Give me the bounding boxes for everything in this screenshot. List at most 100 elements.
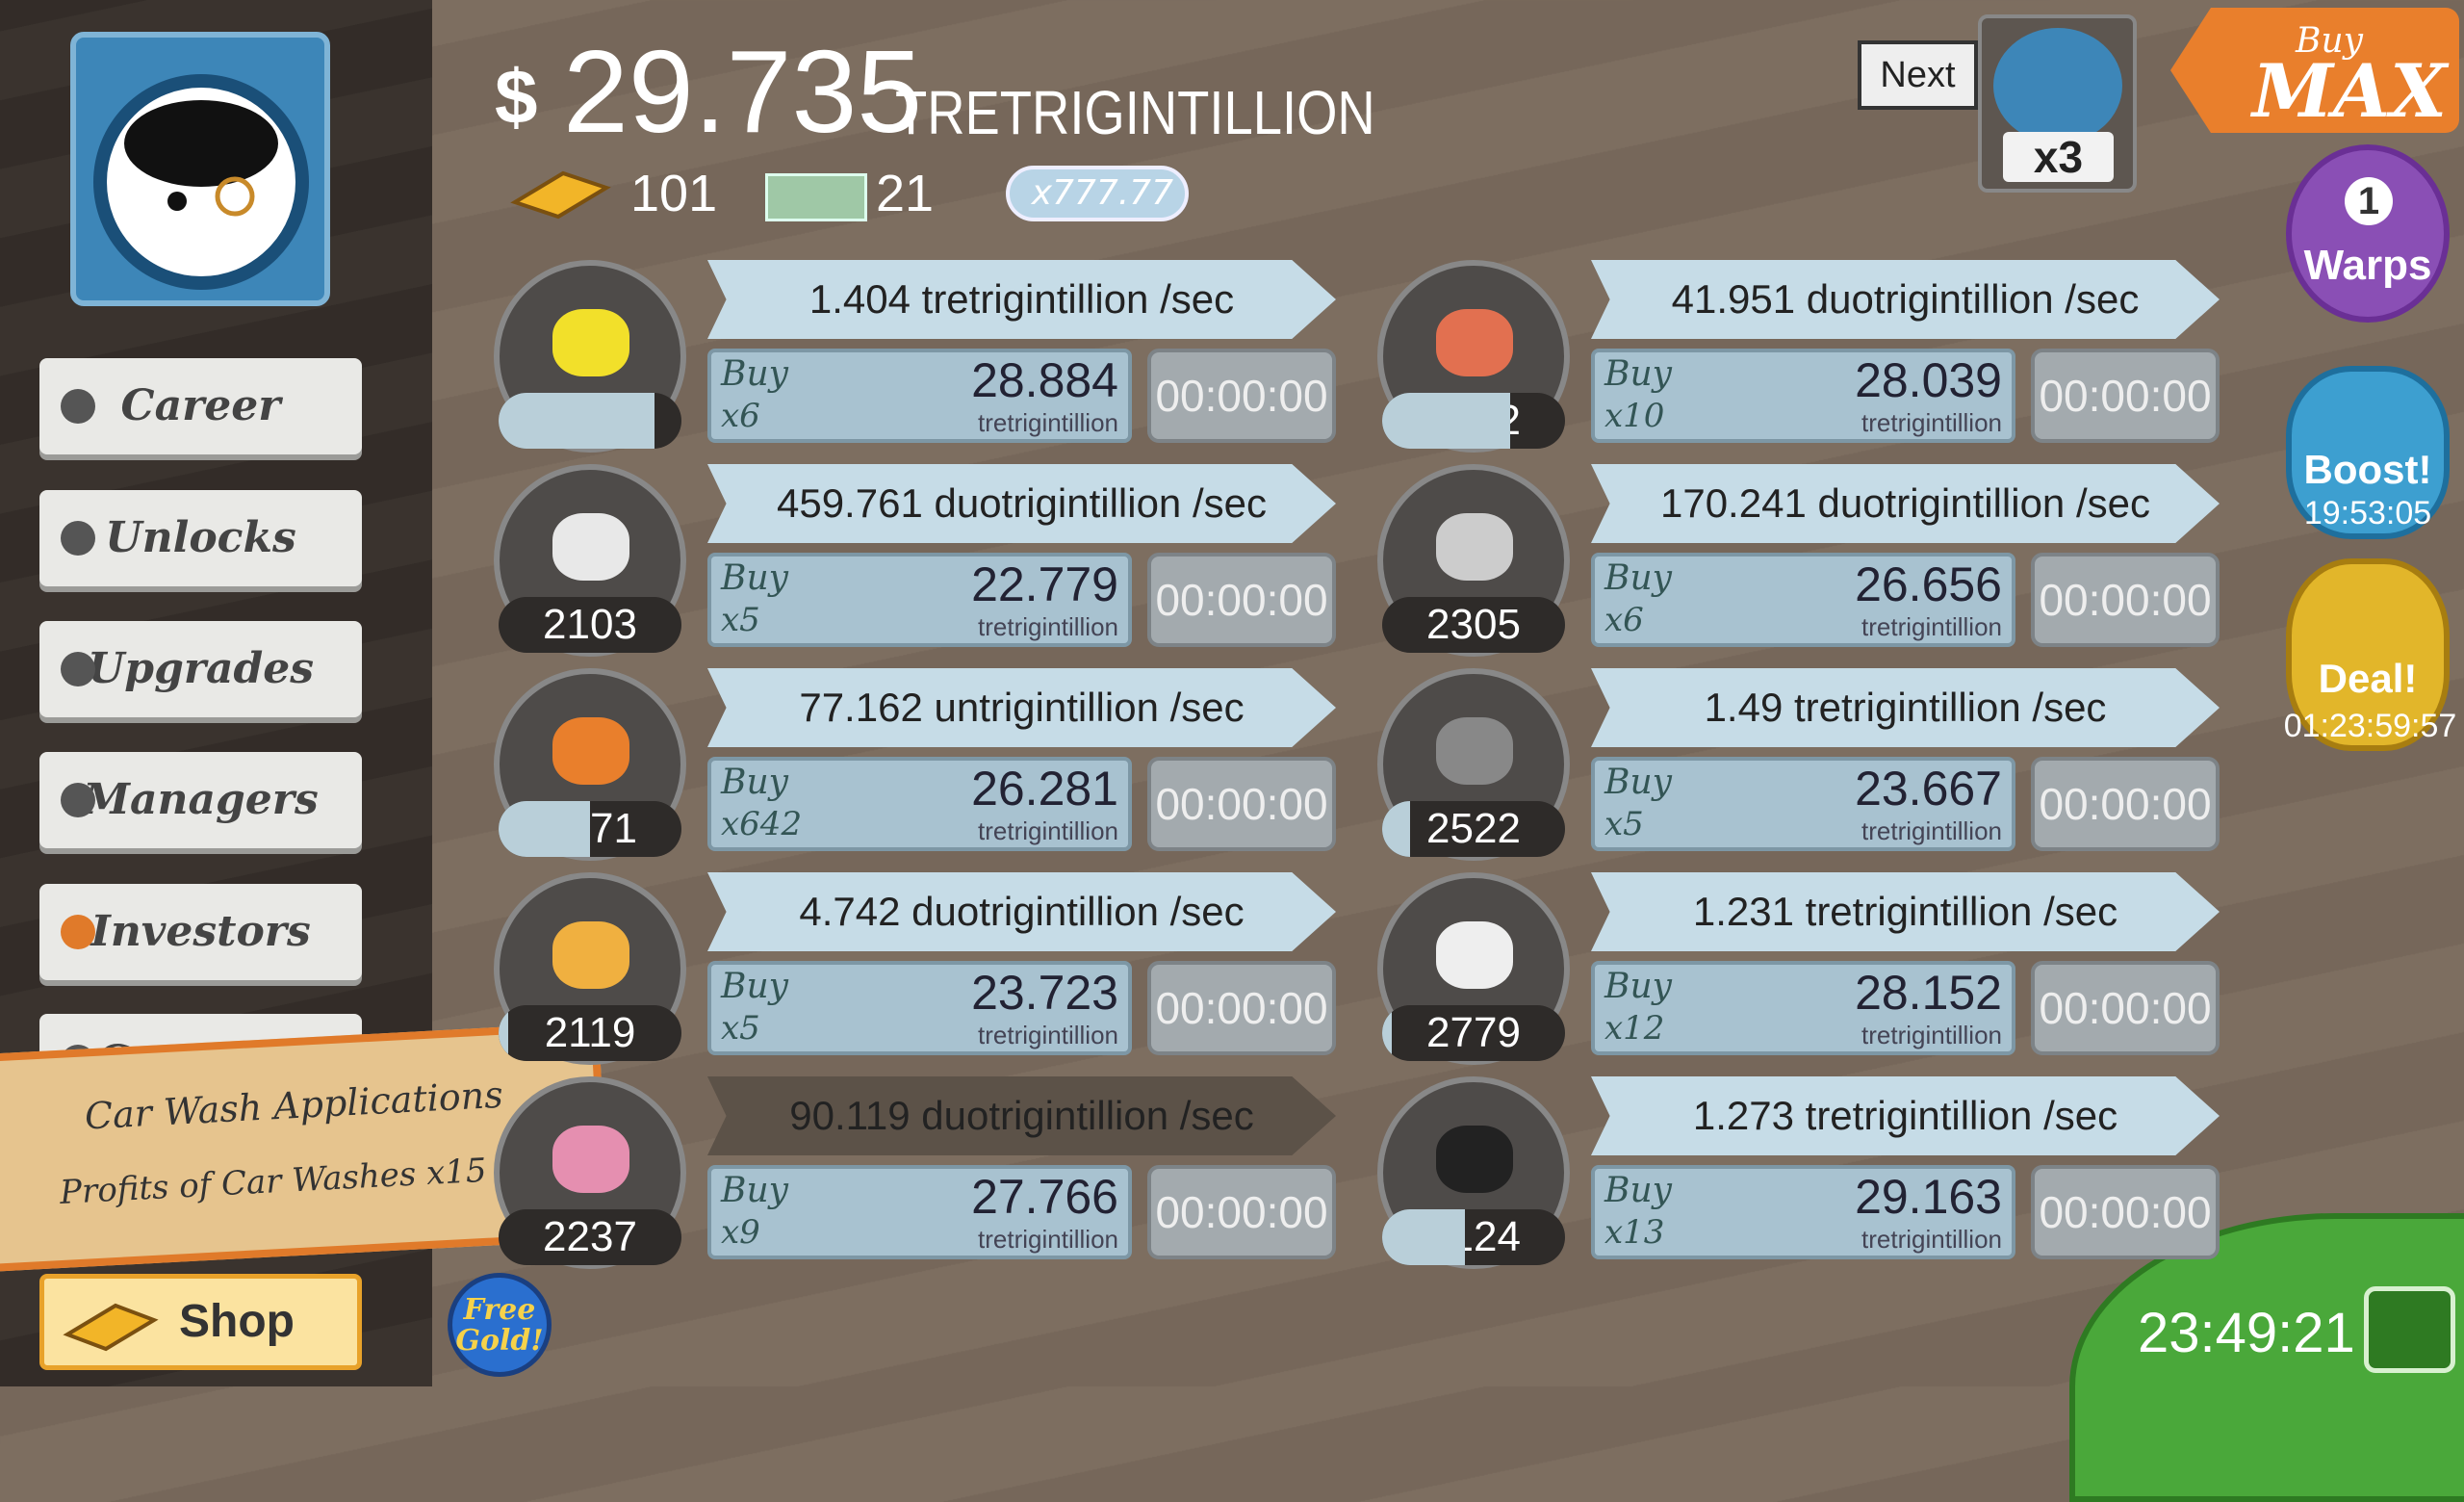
menu-button[interactable]: Career [39, 358, 362, 454]
business-art [1436, 717, 1513, 785]
gold-icon [510, 170, 611, 220]
buy-cost-unit: tretrigintillion [1861, 816, 2002, 845]
progress-fill [1382, 1005, 1392, 1061]
currency-symbol: $ [495, 54, 538, 140]
menu-label: Investors [90, 907, 311, 956]
revenue-banner[interactable]: 41.951 duotrigintillion /sec [1591, 260, 2220, 339]
unlock-icon [1993, 28, 2122, 143]
timer: 00:00:00 [2031, 961, 2220, 1055]
warps-button[interactable]: 1 Warps [2286, 144, 2450, 323]
revenue-banner[interactable]: 1.231 tretrigintillion /sec [1591, 872, 2220, 951]
unlock-multiplier: x3 [2003, 132, 2114, 182]
buy-button[interactable]: Buy x5 23.723 tretrigintillion [707, 961, 1132, 1055]
timer: 00:00:00 [1147, 553, 1336, 647]
owned-count: 3124 [1382, 1209, 1565, 1265]
buy-label: Buy [721, 1171, 788, 1210]
menu-button[interactable]: Investors [39, 884, 362, 980]
buy-label: Buy [1604, 763, 1672, 802]
business-art [1436, 513, 1513, 581]
shop-button[interactable]: Shop [39, 1274, 362, 1370]
buy-label: Buy [1604, 354, 1672, 394]
menu-indicator [61, 389, 95, 424]
revenue-banner[interactable]: 4.742 duotrigintillion /sec [707, 872, 1336, 951]
revenue-banner[interactable]: 1.404 tretrigintillion /sec [707, 260, 1336, 339]
free-gold-button[interactable]: Free Gold! [448, 1273, 552, 1377]
avatar[interactable] [70, 32, 330, 306]
buy-cost-unit: tretrigintillion [978, 408, 1118, 437]
owned-count: 1471 [499, 801, 681, 857]
progress-fill [499, 801, 590, 857]
buy-button[interactable]: Buy x5 22.779 tretrigintillion [707, 553, 1132, 647]
buy-cost-unit: tretrigintillion [978, 1021, 1118, 1049]
buy-button[interactable]: Buy x9 27.766 tretrigintillion [707, 1165, 1132, 1259]
buy-cost-unit: tretrigintillion [1861, 612, 2002, 641]
menu-indicator [61, 652, 95, 686]
owned-count-text: 2103 [543, 601, 637, 648]
money-amount: 29.735 [563, 26, 923, 157]
revenue-banner[interactable]: 77.162 untrigintillion /sec [707, 668, 1336, 747]
timer: 00:00:00 [1147, 349, 1336, 443]
next-unlock[interactable]: x3 [1978, 14, 2137, 193]
popup-text: Profits of Car Washes x15 [59, 1151, 488, 1212]
owned-count: 2272 [1382, 393, 1565, 449]
gold-icon [63, 1303, 159, 1352]
owned-count: 2119 [499, 1005, 681, 1061]
buy-button[interactable]: Buy x6 28.884 tretrigintillion [707, 349, 1132, 443]
buy-cost: 26.281 [971, 762, 1118, 816]
boost-timer: 19:53:05 [2303, 495, 2432, 531]
buy-multiplier: x9 [721, 1213, 760, 1252]
menu-indicator [61, 783, 95, 817]
buy-label: Buy [1604, 1171, 1672, 1210]
menu-label: Upgrades [87, 644, 315, 693]
business-art [552, 309, 629, 376]
deal-button[interactable]: Deal! [2286, 558, 2450, 751]
owned-count-text: 2119 [544, 1009, 636, 1056]
menu-button[interactable]: Managers [39, 752, 362, 848]
megabucks-icon [765, 173, 867, 221]
owned-count: 3474 [499, 393, 681, 449]
revenue-banner[interactable]: 459.761 duotrigintillion /sec [707, 464, 1336, 543]
megabucks-count: 21 [876, 165, 935, 222]
revenue-banner[interactable]: 1.49 tretrigintillion /sec [1591, 668, 2220, 747]
buy-button[interactable]: Buy x12 28.152 tretrigintillion [1591, 961, 2015, 1055]
buy-multiplier: x5 [721, 601, 760, 639]
buy-button[interactable]: Buy x642 26.281 tretrigintillion [707, 757, 1132, 851]
menu-button[interactable]: Upgrades [39, 621, 362, 717]
revenue-banner[interactable]: 90.119 duotrigintillion /sec [707, 1076, 1336, 1155]
buy-multiplier: x12 [1604, 1009, 1665, 1048]
owned-count: 2779 [1382, 1005, 1565, 1061]
business-art [552, 921, 629, 989]
timer: 00:00:00 [1147, 1165, 1336, 1259]
boost-label: Boost! [2303, 447, 2432, 492]
buy-multiplier: x5 [1604, 805, 1644, 843]
timer: 00:00:00 [2031, 1165, 2220, 1259]
buy-multiplier: x642 [721, 805, 803, 843]
boost-button[interactable]: Boost! 19:53:05 [2286, 366, 2450, 539]
buy-cost: 23.723 [971, 966, 1118, 1020]
buy-label: Buy [721, 558, 788, 598]
menu-button[interactable]: Unlocks [39, 490, 362, 586]
owned-count-text: 2522 [1426, 805, 1521, 852]
deal-label: Deal! [2318, 656, 2418, 701]
buy-cost-unit: tretrigintillion [978, 1225, 1118, 1254]
buy-button[interactable]: Buy x6 26.656 tretrigintillion [1591, 553, 2015, 647]
progress-fill [1382, 1209, 1465, 1265]
business-art [1436, 921, 1513, 989]
buy-multiplier: x6 [1604, 601, 1644, 639]
buy-label: Buy [721, 763, 788, 802]
clock: 23:49:21 [2138, 1302, 2355, 1364]
business-art [1436, 309, 1513, 376]
buy-button[interactable]: Buy x5 23.667 tretrigintillion [1591, 757, 2015, 851]
timer: 00:00:00 [1147, 757, 1336, 851]
buy-label: Buy [1604, 558, 1672, 598]
buy-button[interactable]: Buy x13 29.163 tretrigintillion [1591, 1165, 2015, 1259]
buy-button[interactable]: Buy x10 28.039 tretrigintillion [1591, 349, 2015, 443]
next-label: Next [1858, 40, 1978, 110]
buy-multiplier: x10 [1604, 397, 1665, 435]
menu-label: Managers [83, 775, 319, 824]
menu-indicator [61, 915, 95, 949]
revenue-banner[interactable]: 170.241 duotrigintillion /sec [1591, 464, 2220, 543]
buy-max-button[interactable]: Buy MAX [2170, 8, 2459, 133]
popup-title: Car Wash Applications [83, 1073, 504, 1138]
revenue-banner[interactable]: 1.273 tretrigintillion /sec [1591, 1076, 2220, 1155]
